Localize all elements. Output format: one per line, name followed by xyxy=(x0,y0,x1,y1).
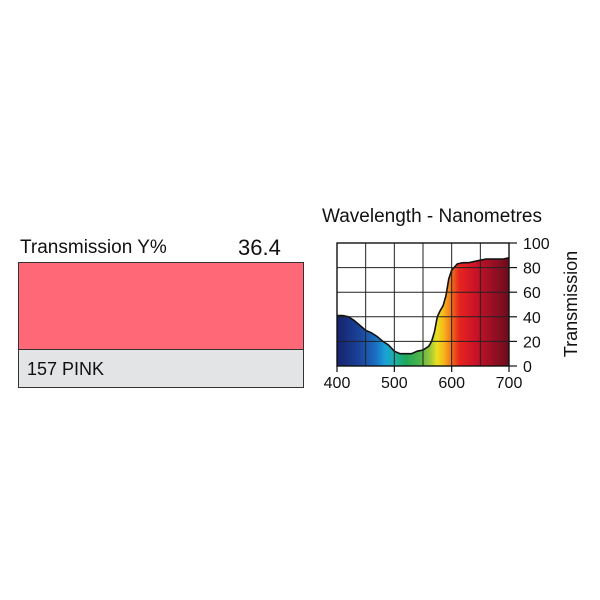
y-tick-label: 40 xyxy=(523,310,541,327)
plot-frame xyxy=(336,242,510,367)
y-axis-label: Transmission xyxy=(561,251,581,357)
x-tick-label: 700 xyxy=(496,375,523,392)
filter-name-box: 157 PINK xyxy=(18,350,304,388)
chart-title: Wavelength - Nanometres xyxy=(322,206,543,227)
y-tick-label: 20 xyxy=(523,334,541,351)
filter-name: 157 PINK xyxy=(27,359,105,379)
transmission-value: 36.4 xyxy=(238,235,281,260)
y-tick-label: 60 xyxy=(523,285,541,302)
color-swatch xyxy=(18,262,304,350)
grid-layer xyxy=(336,242,510,367)
y-tick-label: 100 xyxy=(523,236,550,253)
y-tick-label: 0 xyxy=(523,359,532,376)
transmission-label: Transmission Y% xyxy=(20,237,167,258)
x-tick-label: 500 xyxy=(381,375,408,392)
x-tick-label: 400 xyxy=(324,375,351,392)
x-tick-label: 600 xyxy=(438,375,465,392)
y-tick-label: 80 xyxy=(523,261,541,278)
